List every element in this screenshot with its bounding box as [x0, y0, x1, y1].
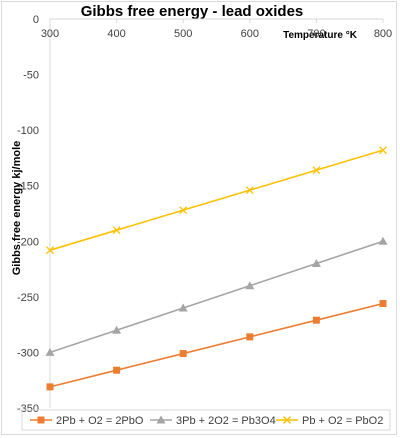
y-tick-label: -350	[17, 403, 39, 415]
legend-swatch-marker	[37, 416, 45, 424]
legend-swatch-marker	[283, 416, 291, 424]
data-point	[46, 246, 54, 255]
series-3	[46, 146, 387, 255]
data-point	[246, 333, 254, 341]
y-tick-label: -100	[17, 125, 39, 137]
data-point	[46, 383, 54, 391]
legend: 2Pb + O2 = 2PbO 3Pb + 2O2 = Pb3O4 Pb + O2 …	[30, 415, 383, 427]
legend-item: 3Pb + 2O2 = Pb3O4	[150, 415, 276, 427]
legend-box	[21, 409, 391, 431]
y-tick-label: -50	[23, 70, 39, 82]
series-line	[49, 240, 384, 354]
series-2	[45, 236, 388, 356]
data-point	[311, 259, 321, 268]
y-tick-label: -200	[17, 236, 39, 248]
x-tick-label: 500	[174, 28, 192, 40]
y-axis-label: Gibbs free energy kj/mole	[11, 141, 23, 276]
legend-label: Pb + O2 = PbO2	[302, 415, 383, 427]
y-tick-label: 0	[33, 14, 39, 26]
x-tick-label: 400	[107, 28, 125, 40]
data-point	[378, 236, 388, 245]
legend-label: 3Pb + 2O2 = Pb3O4	[176, 415, 276, 427]
y-tick-label: -300	[17, 347, 39, 359]
series-1	[46, 300, 387, 391]
x-tick-label: 600	[241, 28, 259, 40]
series-line	[49, 302, 384, 388]
x-axis-label: Temperature °K	[283, 30, 358, 41]
axes: 0 -50 -100 -150 -200 -250 -300 -350 300 400 500 600…	[17, 14, 392, 415]
data-point	[379, 300, 387, 308]
chart-title: Gibbs free energy - lead oxides	[81, 3, 304, 20]
data-point	[112, 226, 121, 235]
data-point	[312, 166, 321, 175]
y-tick-label: -150	[17, 181, 39, 193]
data-point	[379, 146, 387, 155]
y-tick-label: -250	[17, 292, 39, 304]
legend-swatch-marker	[156, 415, 166, 424]
legend-item: Pb + O2 = PbO2	[276, 415, 383, 427]
x-tick-label: 700	[307, 28, 325, 40]
x-tick-label: 300	[41, 28, 59, 40]
series-line	[49, 149, 384, 251]
legend-item: 2Pb + O2 = 2PbO	[30, 415, 144, 427]
data-point	[179, 206, 188, 215]
data-point	[45, 347, 55, 356]
data-point	[245, 186, 254, 195]
data-point	[179, 350, 187, 358]
x-tick-label: 800	[374, 28, 392, 40]
series-layer	[45, 146, 388, 391]
data-point	[245, 281, 255, 290]
data-point	[112, 325, 122, 334]
data-point	[113, 366, 121, 374]
data-point	[312, 316, 320, 324]
legend-label: 2Pb + O2 = 2PbO	[56, 415, 144, 427]
data-point	[178, 303, 188, 312]
